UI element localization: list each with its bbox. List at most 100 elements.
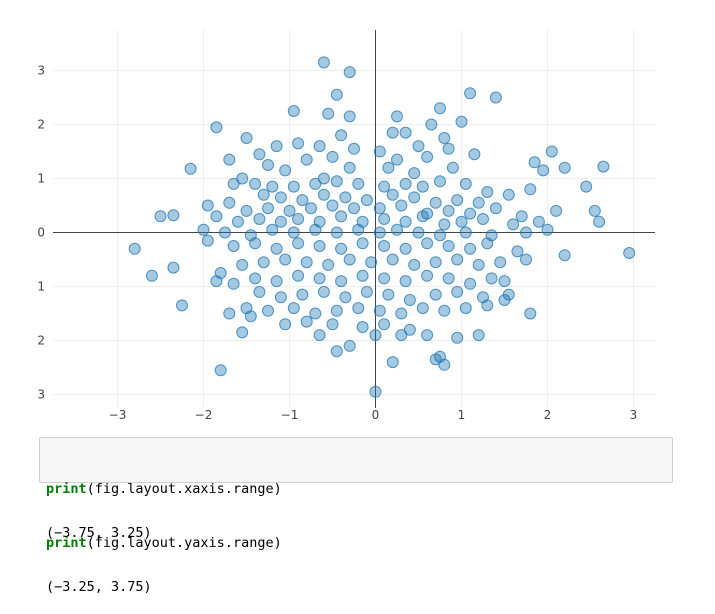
scatter-point [287,302,300,315]
scatter-point [442,272,455,285]
scatter-point [412,140,425,153]
scatter-point [253,148,266,161]
scatter-point [317,285,330,298]
scatter-point [593,215,606,228]
output-line-1: (−3.75, 3.25) [46,525,152,541]
scatter-point [326,150,339,163]
scatter-point [416,302,429,315]
scatter-point [270,140,283,153]
scatter-point [317,56,330,69]
scatter-point [335,242,348,255]
y-axis-ticks: 3 2 1 0 1 2 3 [37,64,45,402]
scatter-point [373,304,386,317]
scatter-point [296,288,309,301]
y-tick-label: 2 [37,118,45,132]
y-tick-label: 1 [37,280,45,294]
scatter-point [339,291,352,304]
plot-grid [53,30,655,408]
scatter-point [524,307,537,320]
scatter-point [343,253,356,266]
scatter-point [223,307,236,320]
scatter-point [300,315,313,328]
scatter-point [455,215,468,228]
scatter-point [365,256,378,269]
scatter-point [395,307,408,320]
scatter-point [451,253,464,266]
scatter-point [597,160,610,173]
scatter-point [378,272,391,285]
scatter-point [438,132,451,144]
scatter-point [412,226,425,239]
scatter-point [451,194,464,207]
scatter-point [502,188,515,201]
scatter-point [343,66,356,79]
scatter-point [154,210,167,223]
scatter-point [262,159,274,171]
scatter-point [348,142,360,155]
scatter-point [378,318,391,331]
x-axis-ticks: −3 −2 −1 0 1 2 3 [109,408,638,422]
scatter-point [300,256,313,269]
scatter-point [481,299,494,312]
scatter-point [287,180,300,193]
scatter-point [558,161,571,174]
scatter-point [231,215,244,228]
scatter-point [369,385,382,398]
scatter-point [498,275,511,288]
scatter-point [507,218,520,231]
scatter-point [305,202,317,215]
scatter-point [145,269,158,282]
scatter-point [279,318,292,331]
scatter-point [399,242,412,255]
scatter-point [240,132,253,144]
scatter-plot[interactable]: −3 −2 −1 0 1 2 3 3 2 1 0 1 2 3 [0,0,715,430]
scatter-point [352,223,365,236]
scatter-point [356,237,369,250]
scatter-point [326,199,339,212]
scatter-point [403,323,416,336]
scatter-point [313,240,326,252]
scatter-point [292,137,305,150]
scatter-point [588,204,601,217]
scatter-point [326,318,339,331]
scatter-point [408,258,421,271]
y-tick-label: 0 [37,226,45,240]
scatter-point [249,177,262,190]
scatter-point [356,269,369,282]
scatter-point [537,164,550,177]
code-cell[interactable]: print(fig.layout.xaxis.range) print(fig.… [39,437,673,551]
scatter-point [408,167,421,180]
scatter-point [434,229,446,242]
scatter-point [498,294,511,306]
scatter-point [485,272,498,285]
scatter-point [520,253,532,266]
scatter-point [425,118,438,131]
scatter-point [382,161,395,174]
scatter-point [545,145,558,158]
scatter-point [386,356,399,369]
scatter-point [128,242,141,255]
y-tick-label: 3 [37,64,45,78]
scatter-point [391,223,403,236]
scatter-point [227,177,240,190]
scatter-point [429,288,442,301]
scatter-point [520,226,532,239]
scatter-point [343,161,356,174]
scatter-point [524,183,537,196]
scatter-point [249,237,262,250]
scatter-point [459,177,472,190]
scatter-point [287,226,300,239]
scatter-point [378,180,391,193]
scatter-point [378,213,391,225]
output-line-2: (−3.25, 3.75) [46,579,152,595]
scatter-point [322,258,335,271]
scatter-point [330,304,343,317]
scatter-point [360,285,373,298]
scatter-point [201,234,214,247]
scatter-point [244,310,257,323]
scatter-point [317,172,330,185]
scatter-point [442,240,455,252]
scatter-point [313,272,326,285]
scatter-point [348,202,360,215]
scatter-point [352,177,365,190]
